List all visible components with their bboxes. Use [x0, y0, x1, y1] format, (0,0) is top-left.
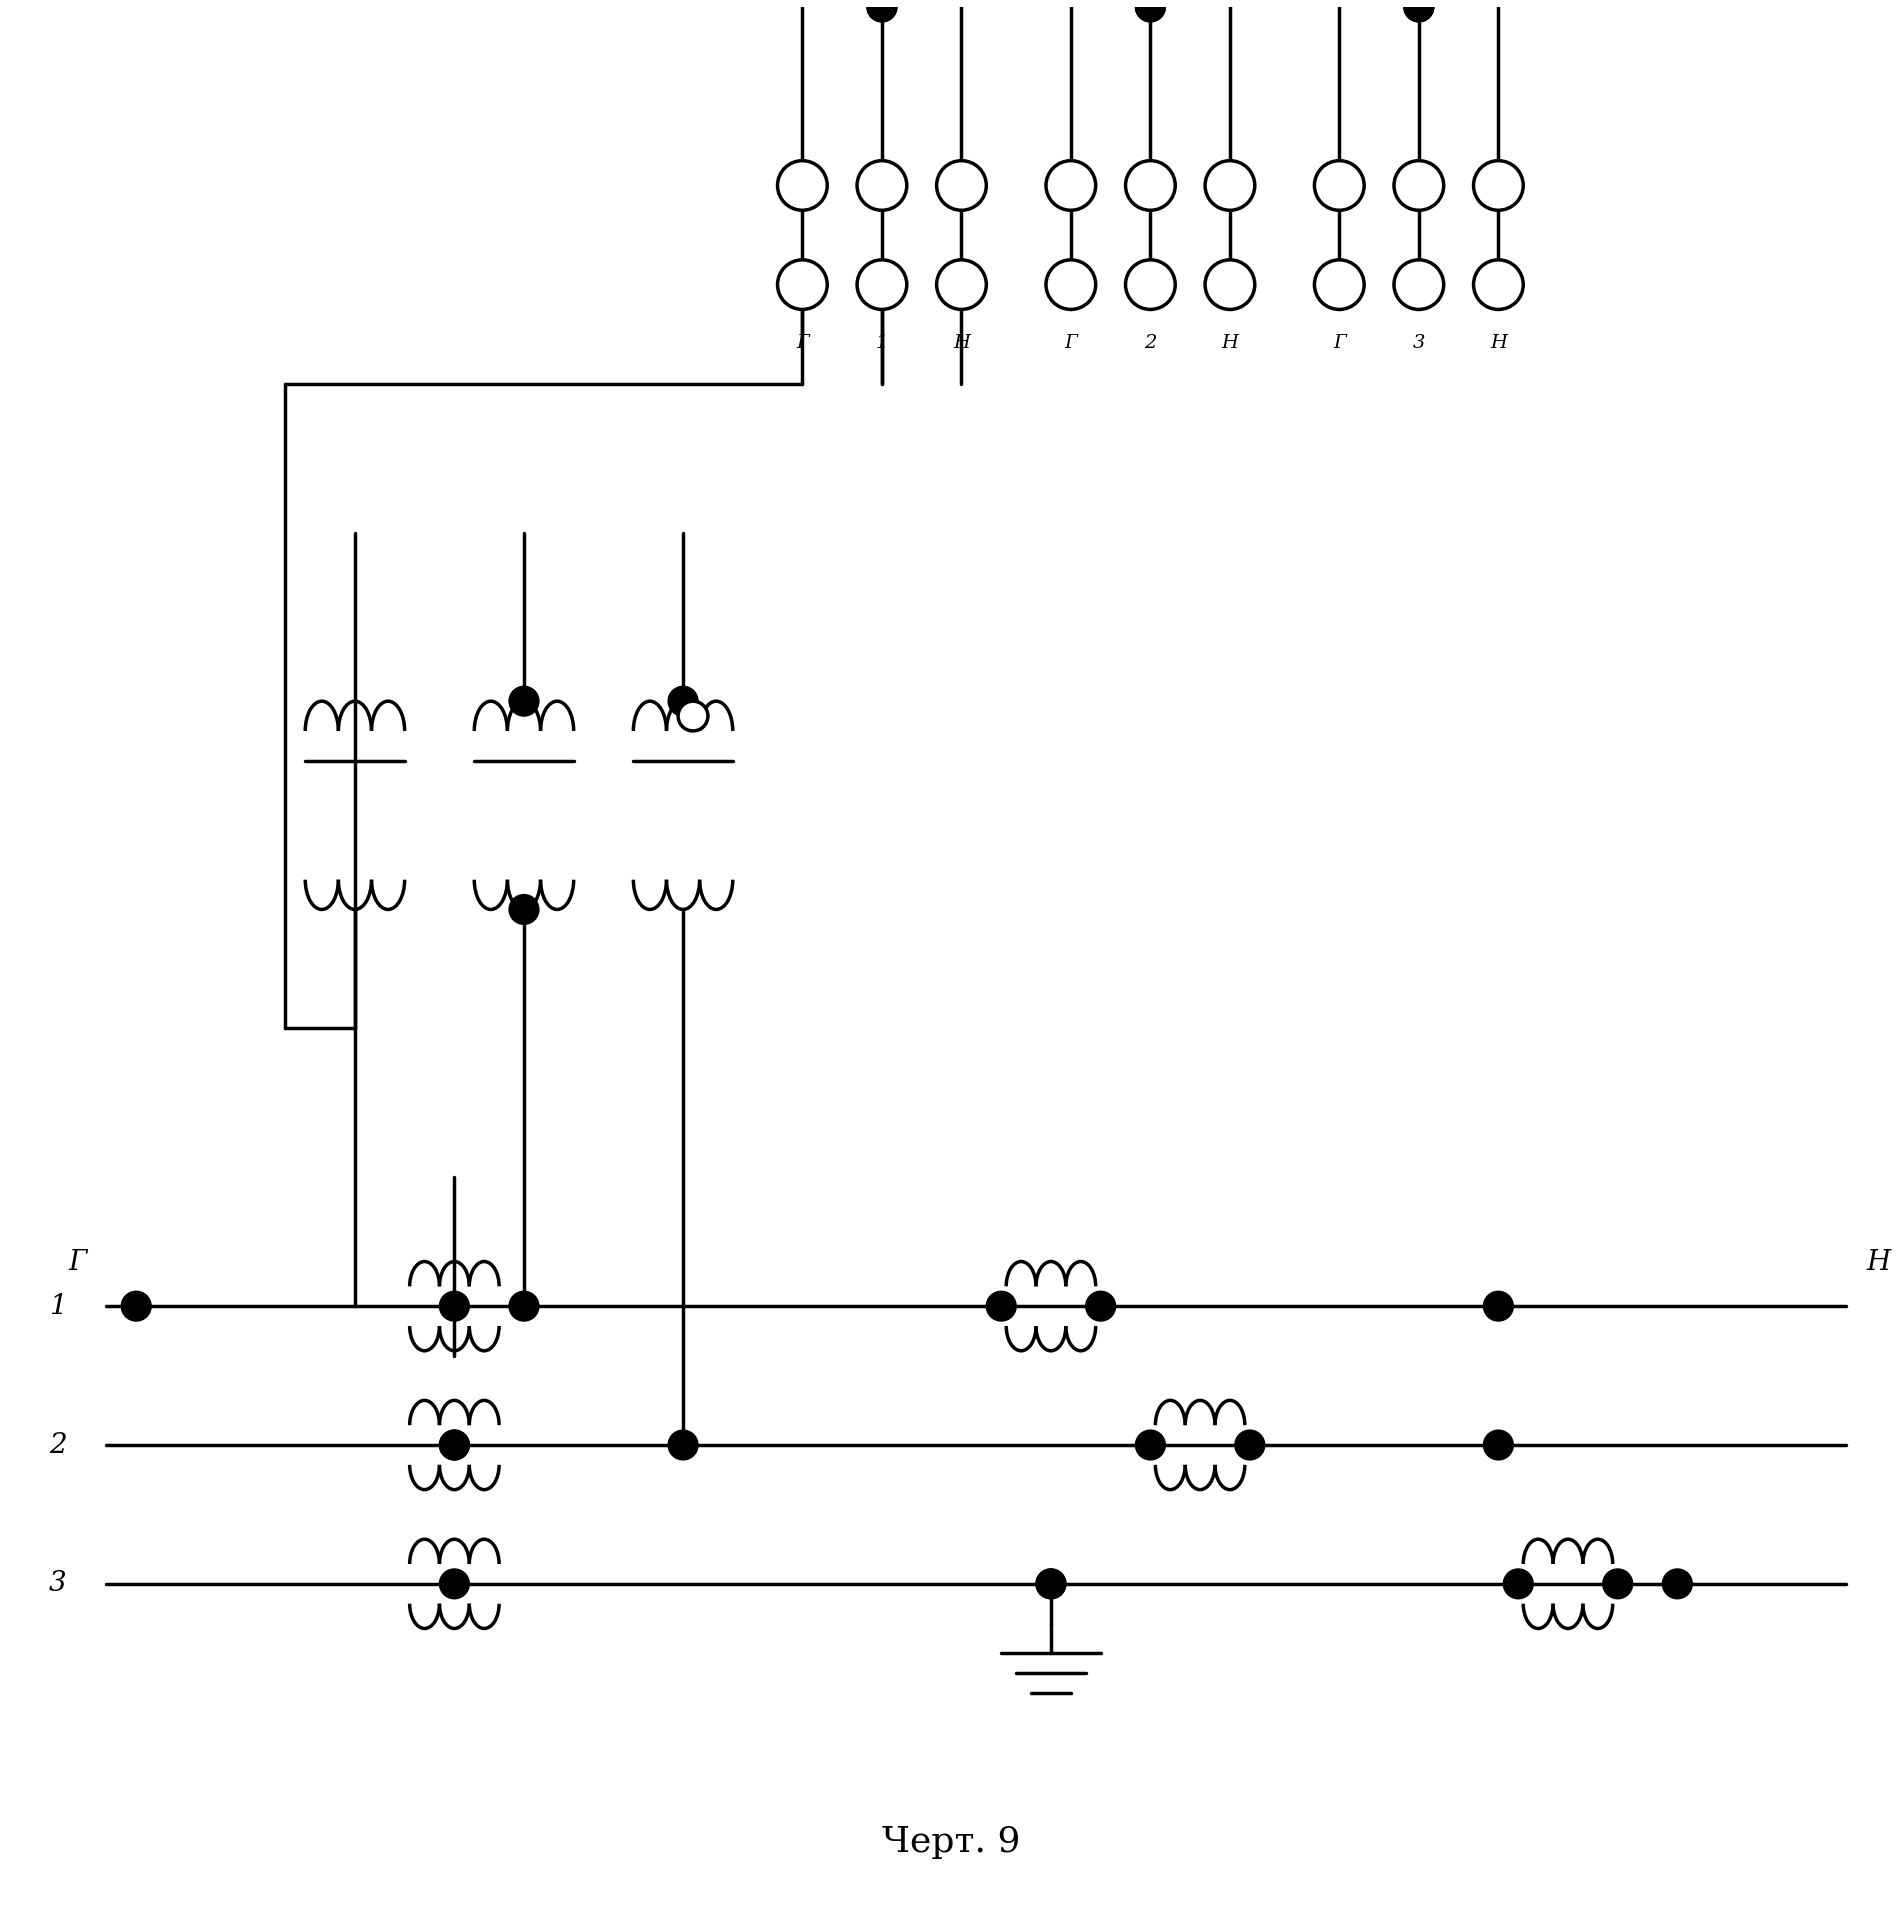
Circle shape: [1474, 260, 1523, 308]
Circle shape: [937, 160, 986, 210]
Text: Н: Н: [1866, 1249, 1891, 1276]
Circle shape: [1603, 1569, 1632, 1598]
Circle shape: [1135, 1431, 1165, 1459]
Circle shape: [857, 260, 906, 308]
Circle shape: [508, 686, 539, 715]
Circle shape: [1045, 160, 1095, 210]
Circle shape: [668, 686, 699, 715]
Text: 1: 1: [50, 1292, 67, 1319]
Circle shape: [440, 1431, 468, 1459]
Circle shape: [122, 1292, 150, 1321]
Circle shape: [1036, 1569, 1066, 1598]
Text: 2: 2: [50, 1431, 67, 1458]
Circle shape: [1036, 1569, 1066, 1598]
Circle shape: [1474, 160, 1523, 210]
Circle shape: [1236, 1431, 1264, 1459]
Text: Г: Г: [69, 1249, 86, 1276]
Text: 2: 2: [1144, 334, 1156, 353]
Circle shape: [1394, 160, 1443, 210]
Circle shape: [1403, 0, 1434, 21]
Circle shape: [857, 160, 906, 210]
Circle shape: [668, 1431, 699, 1459]
Circle shape: [508, 1292, 539, 1321]
Circle shape: [1085, 1292, 1116, 1321]
Text: 3: 3: [50, 1569, 67, 1598]
Text: 1: 1: [876, 334, 887, 353]
Circle shape: [777, 260, 826, 308]
Circle shape: [1314, 160, 1363, 210]
Circle shape: [508, 895, 539, 924]
Circle shape: [1135, 0, 1165, 2]
Circle shape: [1403, 0, 1434, 21]
Circle shape: [1483, 1431, 1514, 1459]
Text: Н: Н: [1222, 334, 1238, 353]
Circle shape: [866, 0, 897, 21]
Circle shape: [1135, 0, 1165, 21]
Circle shape: [1135, 0, 1165, 21]
Circle shape: [440, 1431, 468, 1459]
Circle shape: [986, 1292, 1017, 1321]
Text: 3: 3: [1413, 334, 1424, 353]
Text: Н: Н: [954, 334, 969, 353]
Text: Н: Н: [1491, 334, 1506, 353]
Circle shape: [1205, 160, 1255, 210]
Text: Г: Г: [1064, 334, 1078, 353]
Circle shape: [1045, 260, 1095, 308]
Circle shape: [1403, 0, 1434, 2]
Circle shape: [1314, 260, 1363, 308]
Circle shape: [1125, 260, 1175, 308]
Text: Черт. 9: Черт. 9: [882, 1824, 1021, 1859]
Circle shape: [866, 0, 897, 21]
Circle shape: [440, 1292, 468, 1321]
Circle shape: [1205, 260, 1255, 308]
Circle shape: [1483, 1292, 1514, 1321]
Circle shape: [1504, 1569, 1533, 1598]
Circle shape: [777, 160, 826, 210]
Circle shape: [440, 1569, 468, 1598]
Circle shape: [1125, 160, 1175, 210]
Circle shape: [1662, 1569, 1693, 1598]
Circle shape: [678, 702, 708, 731]
Text: Г: Г: [796, 334, 809, 353]
Circle shape: [937, 260, 986, 308]
Circle shape: [866, 0, 897, 2]
Text: Г: Г: [1333, 334, 1346, 353]
Circle shape: [1394, 260, 1443, 308]
